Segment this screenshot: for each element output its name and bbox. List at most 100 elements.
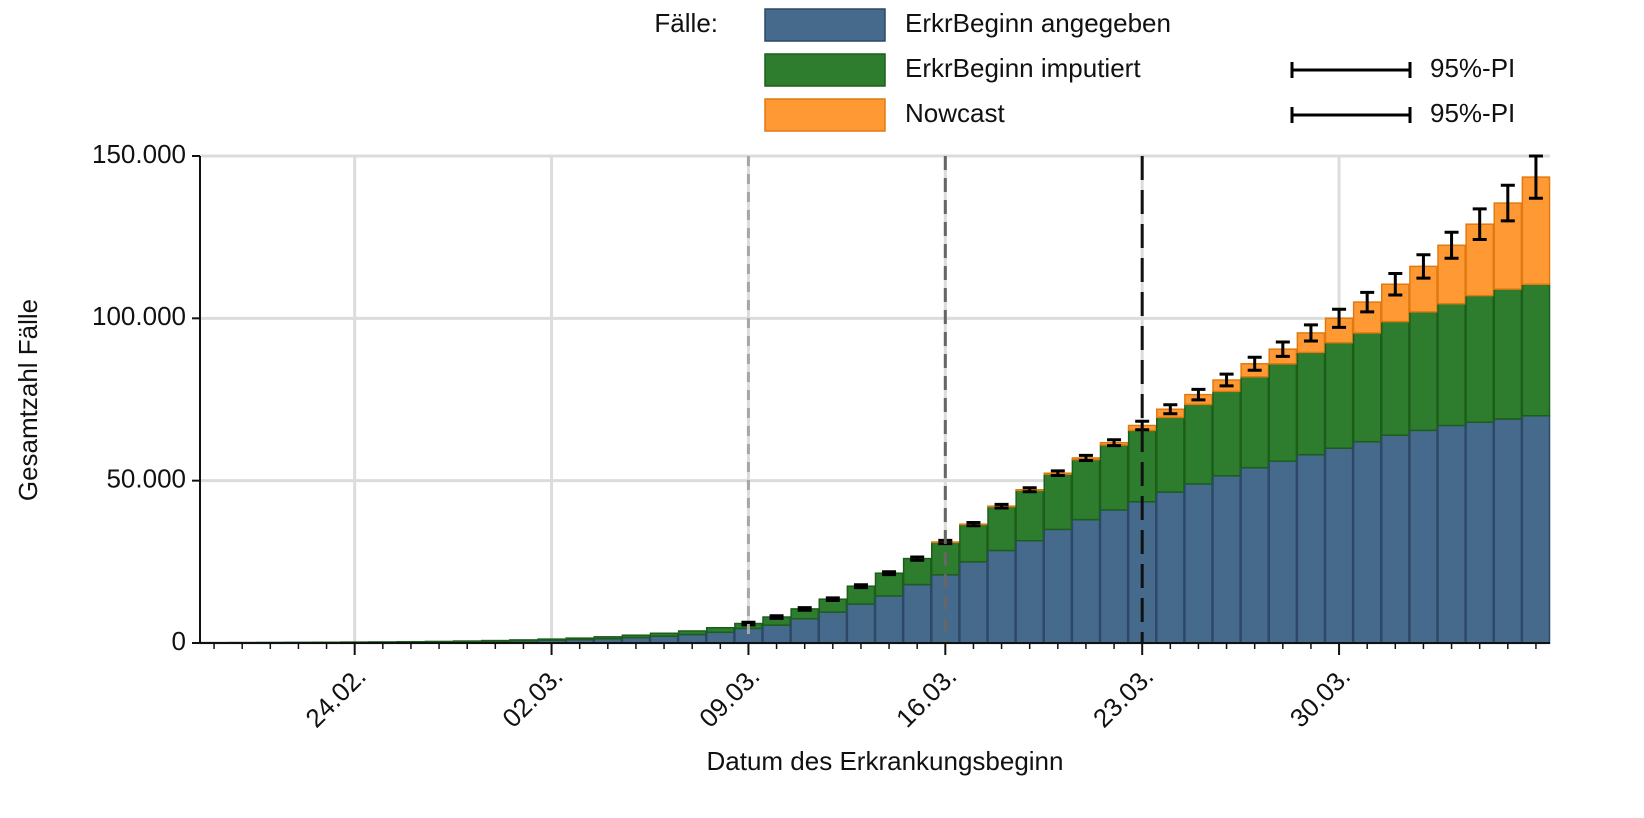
bar-segment <box>706 626 735 634</box>
bar-segment <box>1493 288 1523 420</box>
bar-segment <box>481 639 510 643</box>
error-bar <box>994 502 1009 510</box>
bar-segment <box>1465 421 1494 644</box>
error-bar <box>1163 403 1178 416</box>
bar-segment <box>1381 320 1410 436</box>
bar-segment <box>1465 294 1494 423</box>
bar-segment <box>1015 539 1044 644</box>
legend-pi <box>1290 107 1412 123</box>
bar-segment <box>1437 424 1466 644</box>
bar-segment <box>1240 376 1269 469</box>
error-bar <box>1078 453 1093 463</box>
error-bar <box>1022 486 1037 494</box>
error-bar <box>1416 253 1431 280</box>
bar-segment <box>649 635 679 644</box>
bar-segment <box>706 631 735 644</box>
bar-segment <box>1071 518 1101 644</box>
bar-segment <box>987 505 1016 552</box>
bar-segment <box>1296 453 1326 644</box>
bar-segment <box>818 611 848 644</box>
bar-segment <box>987 549 1016 644</box>
bar-segment <box>1268 460 1298 644</box>
bar-segment <box>1352 332 1382 443</box>
bar-segment <box>1324 341 1354 449</box>
bar-segment <box>677 630 707 636</box>
bar-segment <box>1043 528 1073 644</box>
bar-segment <box>1268 363 1298 462</box>
bar-segment <box>1409 429 1438 644</box>
error-bar <box>966 521 981 528</box>
error-bar <box>825 596 840 602</box>
bar-segment <box>1493 418 1523 644</box>
legend-title: Fälle: <box>654 8 718 38</box>
error-bar <box>1360 290 1375 314</box>
bar-segment <box>565 637 594 641</box>
error-bar <box>1275 340 1290 358</box>
bar-segment <box>1212 390 1241 477</box>
error-bar <box>1303 323 1318 343</box>
bar-segment <box>1015 489 1044 542</box>
error-bar <box>910 555 925 562</box>
bar-segment <box>1099 509 1129 644</box>
bar-segment <box>452 640 482 643</box>
x-tick-label: 02.03. <box>496 661 568 733</box>
bar-segment <box>1071 458 1101 521</box>
bar-segment <box>959 561 988 644</box>
error-bar <box>1500 183 1515 223</box>
error-bar <box>1107 438 1122 448</box>
error-bar <box>1219 372 1234 388</box>
x-axis-title: Datum des Erkrankungsbeginn <box>707 746 1064 776</box>
bar-segment <box>1240 466 1269 644</box>
legend-pi <box>1290 62 1412 78</box>
x-tick-label: 16.03. <box>890 661 962 733</box>
x-tick-label: 30.03. <box>1284 661 1356 733</box>
legend-pi-label: 95%-PI <box>1430 53 1515 83</box>
x-tick-label: 23.03. <box>1087 661 1159 733</box>
bar-segment <box>621 634 651 639</box>
legend-swatch <box>764 53 886 87</box>
error-bar <box>1472 207 1487 241</box>
y-tick-label: 150.000 <box>92 139 186 169</box>
bar-segment <box>1437 302 1466 427</box>
bar-segment <box>1352 440 1382 644</box>
y-tick-label: 100.000 <box>92 301 186 331</box>
x-tick-label: 24.02. <box>299 661 371 733</box>
bar-segment <box>902 557 932 586</box>
bar-segment <box>1099 444 1129 511</box>
bar-segment <box>593 636 623 640</box>
y-tick-label: 50.000 <box>106 464 186 494</box>
bar-segment <box>1521 414 1551 644</box>
bar-segment <box>677 633 707 644</box>
bar-segment <box>1043 473 1073 531</box>
error-bar <box>1332 307 1347 329</box>
y-tick-label: 0 <box>172 626 186 656</box>
error-bar <box>1388 272 1403 297</box>
bar-segment <box>537 638 566 642</box>
error-bar <box>1444 230 1459 260</box>
legend-swatch <box>764 8 886 42</box>
bar-segment <box>1156 491 1185 644</box>
bar-segment <box>1521 283 1551 417</box>
bar-segment <box>790 617 819 644</box>
x-tick-label: 09.03. <box>693 661 765 733</box>
bar-segment <box>959 523 988 563</box>
legend-pi-label: 95%-PI <box>1430 98 1515 128</box>
error-bar <box>853 583 868 590</box>
bar-segment <box>1381 434 1410 644</box>
y-axis-title: Gesamtzahl Fälle <box>13 299 43 501</box>
legend-label: Nowcast <box>905 98 1005 128</box>
bar-segment <box>1184 403 1213 485</box>
bar-segment <box>874 572 904 597</box>
error-bar <box>1247 355 1262 372</box>
bar-segment <box>1409 311 1438 432</box>
error-bar <box>1050 469 1065 477</box>
bar-segment <box>902 583 932 644</box>
bar-segment <box>1184 483 1213 644</box>
legend-label: ErkrBeginn imputiert <box>905 53 1141 83</box>
error-bar <box>769 614 784 620</box>
bar-segment <box>509 639 538 642</box>
bar-segment <box>1324 447 1354 644</box>
bar-segment <box>1212 475 1241 644</box>
bar-segment <box>874 595 904 644</box>
